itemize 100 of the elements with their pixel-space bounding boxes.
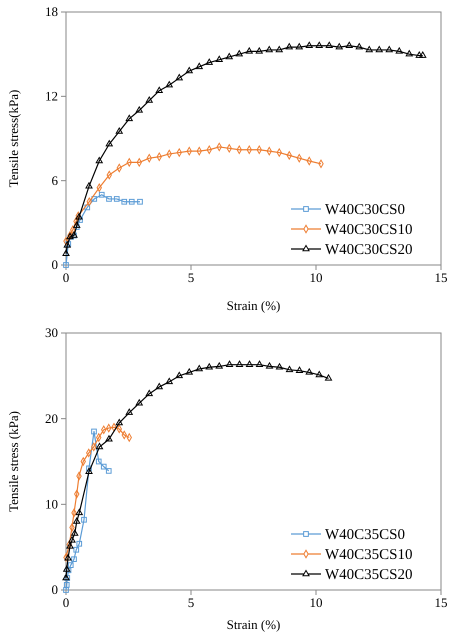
- point: [296, 43, 303, 50]
- y-tick-label: 0: [52, 257, 58, 272]
- point: [226, 52, 233, 60]
- point: [71, 556, 77, 562]
- point: [246, 47, 253, 54]
- point: [111, 423, 117, 432]
- x-tick-label: 15: [434, 270, 448, 286]
- point: [246, 360, 254, 367]
- point: [406, 50, 413, 56]
- point: [106, 196, 112, 202]
- point: [326, 42, 333, 48]
- point: [346, 42, 353, 48]
- legend-label: W40C30CS10: [325, 222, 413, 238]
- point: [96, 458, 102, 464]
- point: [296, 366, 304, 373]
- point: [98, 192, 105, 198]
- x-tick-label: 5: [188, 595, 194, 610]
- point: [356, 43, 363, 50]
- point: [416, 52, 423, 58]
- y-tick-label: 6: [52, 172, 58, 188]
- point: [216, 362, 223, 369]
- point: [236, 360, 244, 367]
- point: [226, 360, 234, 367]
- point: [66, 567, 72, 574]
- point: [186, 67, 193, 74]
- point: [196, 62, 203, 70]
- point: [73, 222, 80, 228]
- point: [366, 46, 373, 52]
- point: [236, 50, 243, 56]
- point: [396, 47, 403, 54]
- y-tick-label: 18: [45, 4, 58, 20]
- point: [126, 114, 133, 122]
- point: [286, 43, 293, 50]
- point: [136, 399, 143, 406]
- point: [206, 58, 213, 65]
- point: [186, 368, 193, 375]
- point: [256, 360, 264, 367]
- point: [316, 370, 323, 378]
- point: [121, 198, 128, 205]
- point: [106, 468, 112, 474]
- y-axis-title: Tensile stress(kPa): [6, 90, 21, 188]
- point: [176, 372, 183, 378]
- point: [66, 542, 74, 549]
- point: [156, 382, 163, 390]
- point: [100, 464, 107, 470]
- x-tick-label: 0: [62, 595, 70, 610]
- y-tick-label: 10: [45, 496, 58, 512]
- point: [324, 374, 332, 381]
- point: [114, 196, 120, 202]
- point: [64, 582, 70, 588]
- point: [336, 43, 343, 50]
- point: [316, 42, 323, 48]
- legend-label: W40C30CS0: [325, 202, 406, 218]
- point: [96, 156, 103, 164]
- point: [76, 540, 82, 547]
- y-tick-label: 30: [45, 325, 58, 340]
- point: [85, 182, 93, 189]
- point: [256, 47, 263, 54]
- point: [68, 536, 76, 543]
- y-tick-label: 20: [45, 410, 58, 426]
- point: [68, 562, 74, 568]
- y-axis-title: Tensile stress (kPa): [6, 411, 21, 512]
- legend-label: W40C35CS10: [325, 547, 413, 563]
- point: [73, 546, 80, 553]
- legend-label: W40C35CS20: [325, 567, 413, 583]
- point: [266, 362, 274, 369]
- x-tick-label: 5: [188, 270, 194, 286]
- point: [306, 368, 313, 375]
- point: [306, 42, 313, 48]
- x-tick-label: 10: [310, 270, 322, 286]
- point: [146, 96, 153, 103]
- point: [137, 198, 143, 205]
- y-tick-label: 0: [52, 582, 58, 598]
- point: [376, 46, 383, 52]
- point: [196, 364, 203, 372]
- point: [106, 140, 113, 146]
- point: [166, 378, 173, 384]
- point: [63, 565, 70, 572]
- point: [166, 81, 173, 88]
- point: [136, 106, 143, 113]
- point: [276, 46, 283, 52]
- point: [419, 52, 426, 58]
- point: [126, 408, 133, 415]
- point: [216, 56, 223, 62]
- point: [86, 466, 92, 472]
- point: [276, 363, 284, 370]
- point: [206, 363, 213, 370]
- legend-label: W40C35CS0: [325, 527, 406, 543]
- point: [84, 204, 90, 210]
- y-tick-label: 12: [45, 88, 58, 104]
- legend-label: W40C30CS20: [325, 242, 413, 258]
- point: [146, 390, 153, 396]
- point: [81, 516, 87, 523]
- point: [64, 554, 72, 561]
- point: [73, 517, 80, 524]
- x-tick-label: 0: [62, 270, 70, 286]
- point: [91, 196, 98, 202]
- point: [116, 418, 123, 426]
- point: [176, 74, 183, 80]
- x-axis-title: Strain (%): [226, 617, 280, 632]
